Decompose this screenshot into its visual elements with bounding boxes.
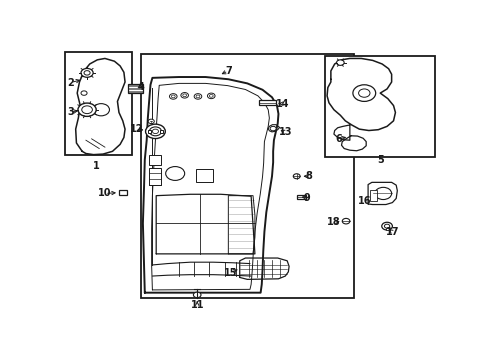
Text: 8: 8 (306, 171, 313, 181)
Text: 5: 5 (377, 155, 384, 165)
Bar (196, 169, 213, 182)
Bar (370, 190, 377, 201)
Text: 10: 10 (98, 188, 112, 198)
Bar (297, 194, 306, 199)
Text: 7: 7 (225, 66, 232, 76)
Circle shape (149, 127, 162, 136)
Text: 9: 9 (304, 193, 311, 203)
Text: 11: 11 (191, 300, 204, 310)
Bar (386, 228, 390, 230)
Text: 18: 18 (327, 217, 341, 227)
Circle shape (81, 68, 93, 77)
Text: 2: 2 (67, 77, 74, 87)
Circle shape (337, 60, 344, 66)
Circle shape (207, 93, 215, 99)
Circle shape (342, 219, 350, 224)
Circle shape (194, 292, 201, 298)
Bar (141, 54, 354, 298)
Text: 4: 4 (138, 82, 145, 92)
Bar (149, 156, 161, 165)
Circle shape (375, 187, 392, 199)
Text: 14: 14 (275, 99, 289, 109)
Text: 13: 13 (279, 127, 293, 138)
Bar (128, 84, 143, 93)
Text: 3: 3 (67, 107, 74, 117)
Text: 15: 15 (223, 268, 237, 278)
Text: 16: 16 (358, 195, 372, 206)
Circle shape (181, 93, 189, 98)
Circle shape (81, 91, 87, 95)
Circle shape (382, 222, 392, 230)
Circle shape (146, 124, 165, 139)
Circle shape (270, 126, 276, 131)
Bar (259, 100, 276, 105)
Circle shape (82, 106, 93, 114)
Bar (65, 51, 131, 156)
Text: 1: 1 (93, 161, 100, 171)
Circle shape (78, 103, 96, 116)
Bar (149, 168, 161, 185)
Circle shape (170, 94, 177, 99)
Circle shape (194, 94, 202, 99)
Circle shape (294, 174, 300, 179)
Bar (325, 56, 435, 157)
Circle shape (148, 119, 154, 123)
Circle shape (84, 71, 90, 75)
Bar (119, 190, 126, 195)
Text: 6: 6 (335, 134, 342, 144)
Text: 17: 17 (386, 227, 399, 237)
Bar (160, 130, 163, 133)
Text: 12: 12 (130, 123, 143, 134)
Bar (148, 130, 151, 133)
